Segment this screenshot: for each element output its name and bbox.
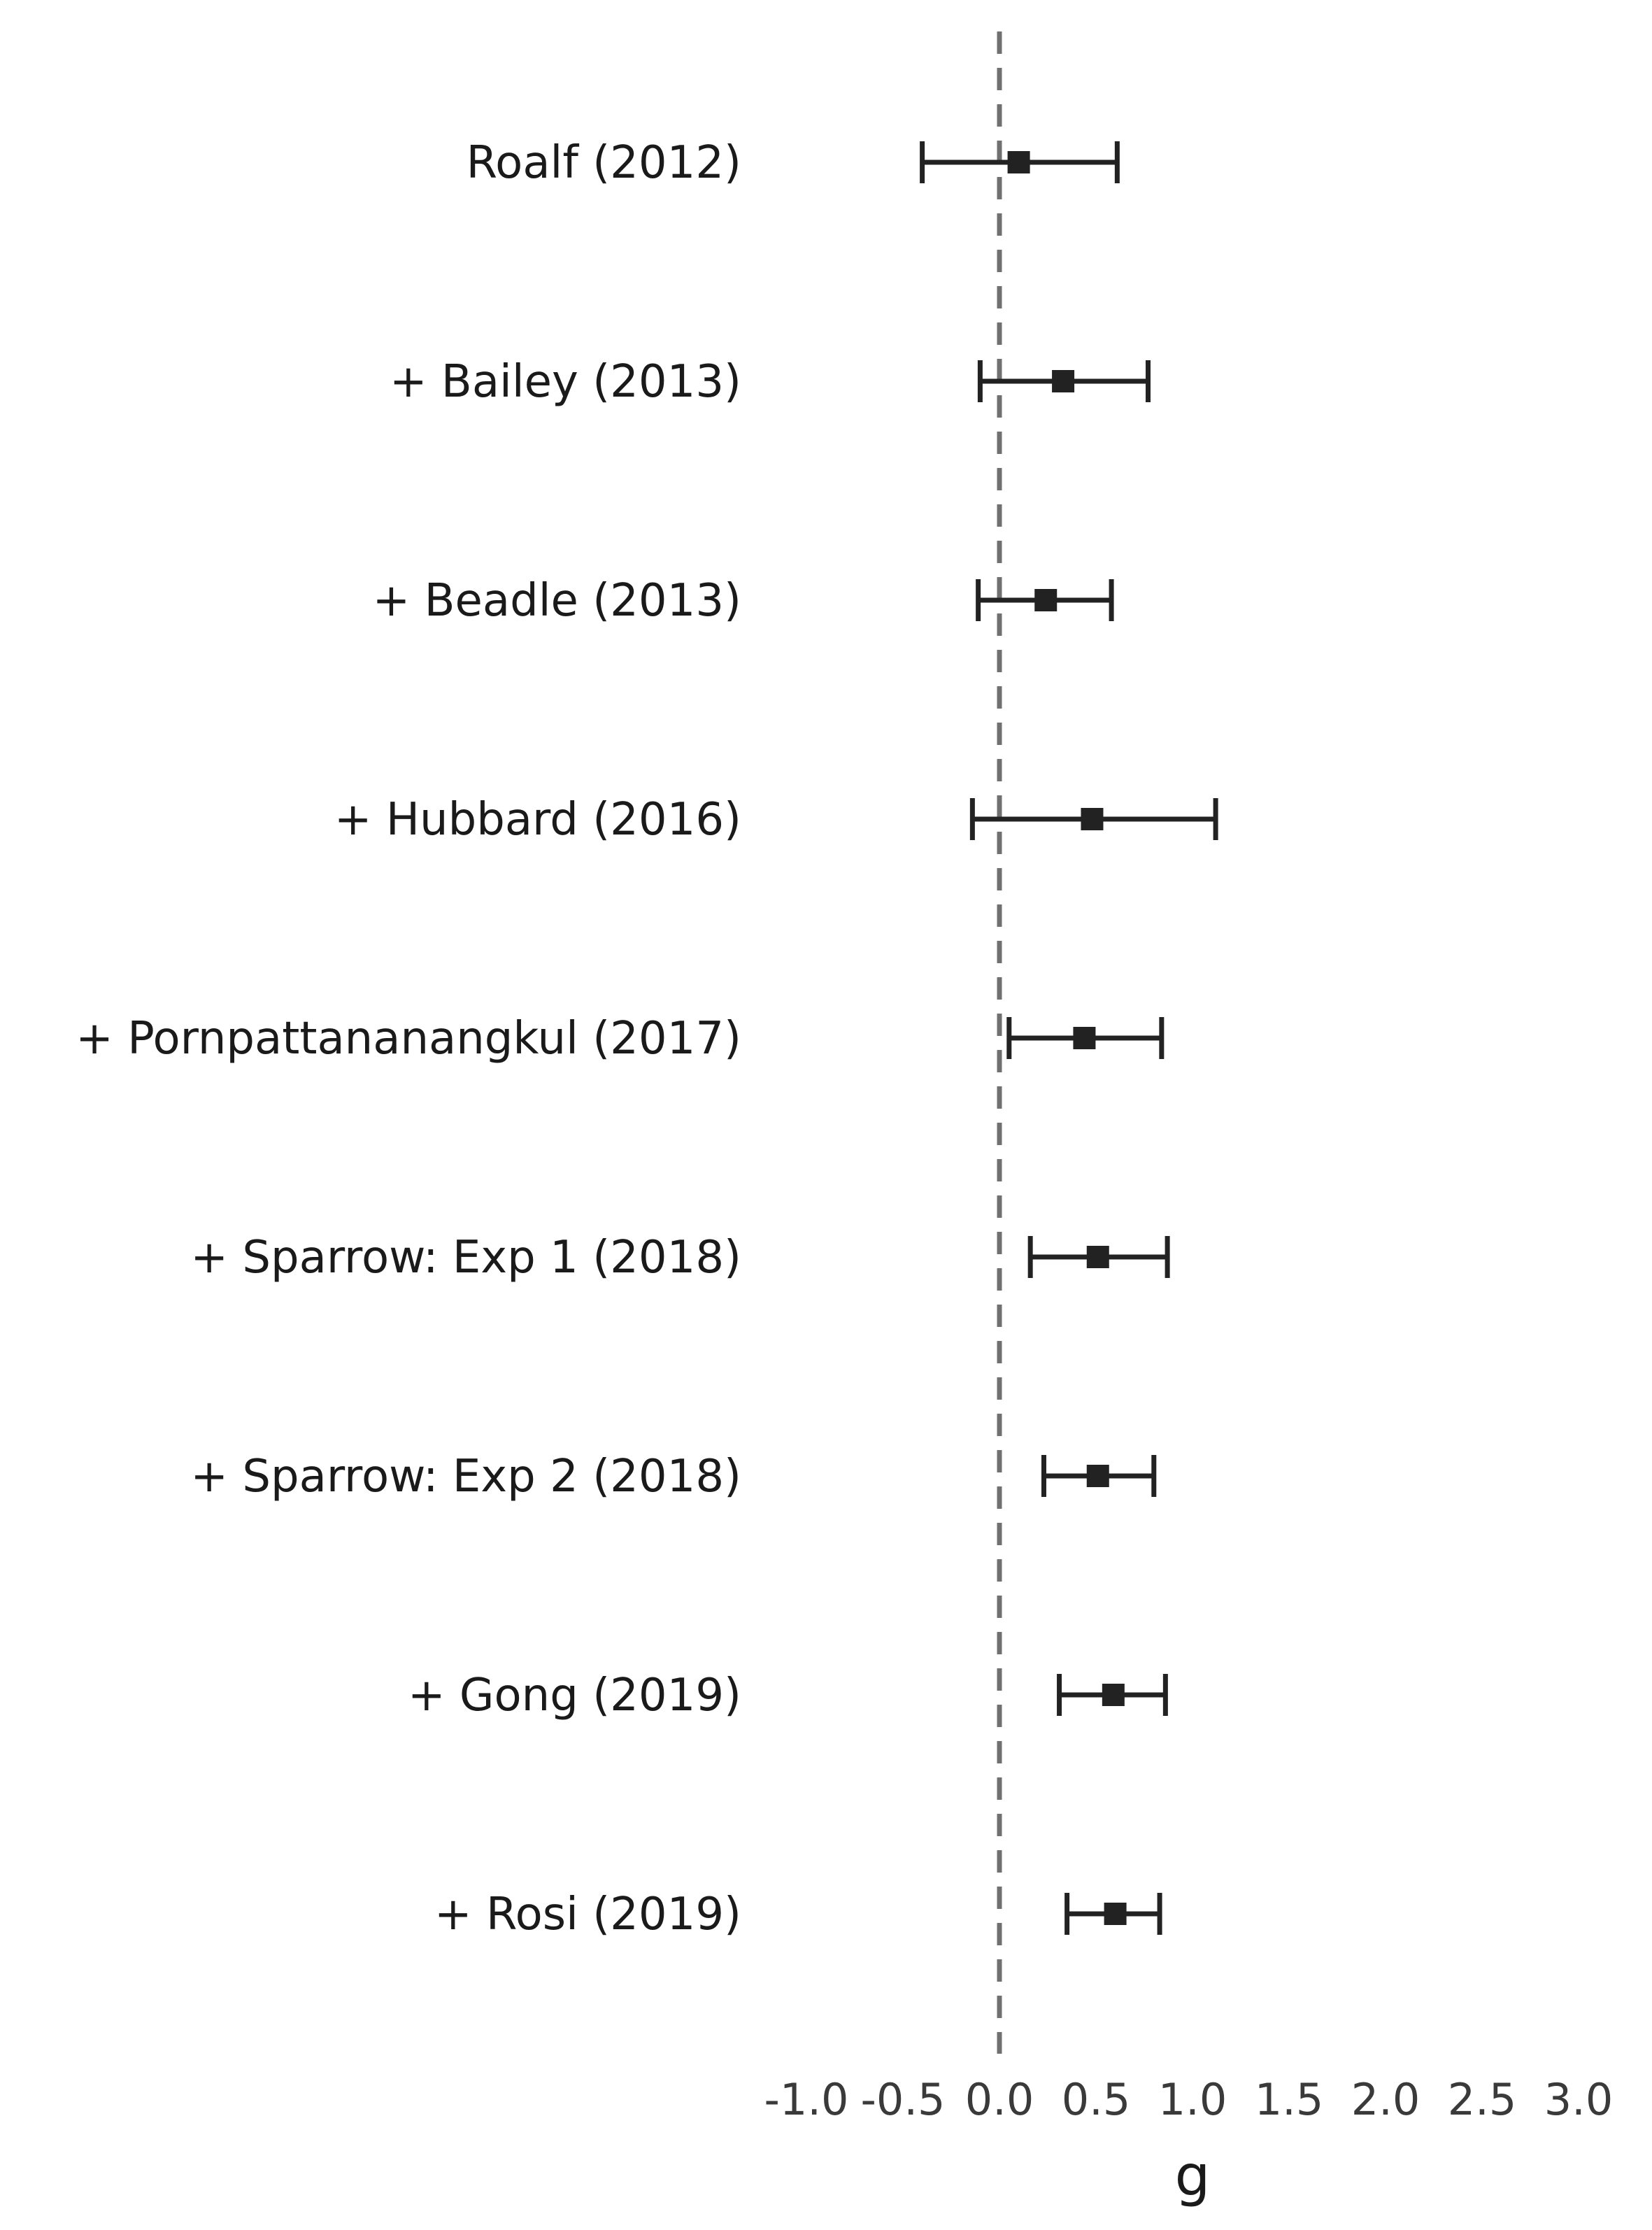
- study-label: + Pornpattananangkul (2017): [76, 1013, 741, 1065]
- study-label: Roalf (2012): [467, 137, 741, 189]
- x-tick-label: 3.0: [1544, 2074, 1614, 2125]
- x-tick-label: 1.5: [1255, 2074, 1324, 2125]
- x-tick-label: 0.0: [965, 2074, 1034, 2125]
- effect-estimate-marker: [1052, 370, 1075, 392]
- study-label: + Rosi (2019): [434, 1889, 741, 1940]
- study-row: + Pornpattananangkul (2017): [76, 1013, 1165, 1065]
- study-label: + Hubbard (2016): [334, 794, 741, 846]
- study-row: + Bailey (2013): [390, 356, 1151, 408]
- study-row: Roalf (2012): [467, 137, 1120, 189]
- effect-estimate-marker: [1073, 1027, 1096, 1049]
- study-row: + Gong (2019): [408, 1670, 1168, 1721]
- study-rows: Roalf (2012) + Bailey (2013) + Beadle (201…: [76, 137, 1218, 1940]
- study-label: + Bailey (2013): [390, 356, 741, 408]
- effect-estimate-marker: [1086, 1465, 1109, 1487]
- x-axis-title: g: [1175, 2143, 1211, 2208]
- effect-estimate-marker: [1007, 151, 1030, 173]
- x-tick-label: 0.5: [1062, 2074, 1131, 2125]
- study-row: + Beadle (2013): [373, 575, 1114, 627]
- study-label: + Sparrow: Exp 1 (2018): [190, 1232, 741, 1284]
- study-label: + Beadle (2013): [373, 575, 741, 627]
- study-row: + Rosi (2019): [434, 1889, 1162, 1940]
- x-tick-label: 1.0: [1158, 2074, 1227, 2125]
- effect-estimate-marker: [1034, 589, 1058, 611]
- study-row: + Sparrow: Exp 2 (2018): [190, 1451, 1157, 1503]
- x-tick-label: 2.0: [1351, 2074, 1420, 2125]
- study-row: + Sparrow: Exp 1 (2018): [190, 1232, 1170, 1284]
- x-tick-label: -1.0: [764, 2074, 849, 2125]
- effect-estimate-marker: [1102, 1684, 1125, 1706]
- effect-estimate-marker: [1081, 808, 1104, 830]
- effect-estimate-marker: [1104, 1903, 1127, 1925]
- study-label: + Gong (2019): [408, 1670, 741, 1721]
- study-label: + Sparrow: Exp 2 (2018): [190, 1451, 741, 1503]
- x-axis: -1.0 -0.5 0.0 0.5 1.0 1.5 2.0 2.5 3.0: [764, 2074, 1614, 2125]
- effect-estimate-marker: [1086, 1246, 1109, 1268]
- x-tick-label: -0.5: [861, 2074, 946, 2125]
- x-tick-label: 2.5: [1448, 2074, 1517, 2125]
- study-row: + Hubbard (2016): [334, 794, 1218, 846]
